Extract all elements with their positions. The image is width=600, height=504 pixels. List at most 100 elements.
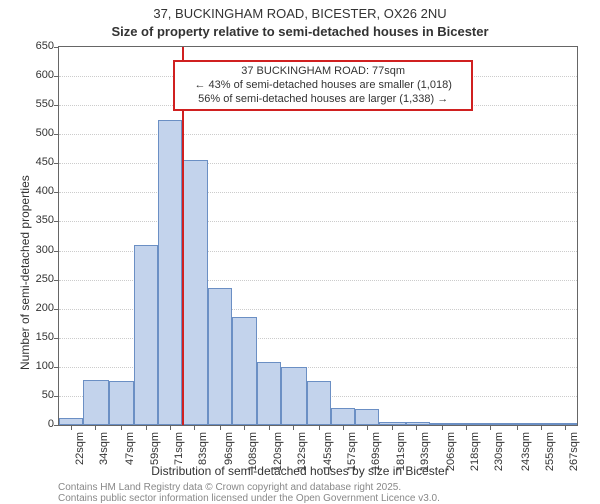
y-tick-label: 450 xyxy=(14,156,54,168)
plot-area: 37 BUCKINGHAM ROAD: 77sqm ← 43% of semi-… xyxy=(58,46,578,426)
x-tick-label: 243sqm xyxy=(520,432,532,482)
y-tick-label: 400 xyxy=(14,185,54,197)
histogram-bar xyxy=(406,422,430,425)
y-tick xyxy=(54,76,59,77)
y-tick-label: 550 xyxy=(14,98,54,110)
histogram-bar xyxy=(379,422,405,425)
histogram-bar xyxy=(59,418,83,425)
x-tick-label: 108sqm xyxy=(247,432,259,482)
histogram-bar xyxy=(478,423,504,425)
y-tick-label: 350 xyxy=(14,214,54,226)
y-tick xyxy=(54,280,59,281)
x-tick xyxy=(170,425,171,430)
y-tick-label: 300 xyxy=(14,244,54,256)
histogram-bar xyxy=(355,409,379,425)
x-tick xyxy=(194,425,195,430)
histogram-bar xyxy=(281,367,307,425)
y-tick-label: 500 xyxy=(14,127,54,139)
footer-line1: Contains HM Land Registry data © Crown c… xyxy=(58,482,401,493)
y-tick xyxy=(54,192,59,193)
x-tick xyxy=(490,425,491,430)
histogram-bar xyxy=(158,120,182,425)
histogram-bar xyxy=(134,245,158,425)
x-tick xyxy=(269,425,270,430)
x-tick-label: 218sqm xyxy=(469,432,481,482)
y-tick-label: 150 xyxy=(14,331,54,343)
x-tick xyxy=(95,425,96,430)
x-tick xyxy=(392,425,393,430)
histogram-chart: 37, BUCKINGHAM ROAD, BICESTER, OX26 2NU … xyxy=(0,0,600,500)
gridline xyxy=(59,134,577,135)
chart-title-main: 37, BUCKINGHAM ROAD, BICESTER, OX26 2NU xyxy=(0,6,600,21)
y-tick-label: 600 xyxy=(14,69,54,81)
histogram-bar xyxy=(208,288,232,425)
x-tick-label: 71sqm xyxy=(173,432,185,482)
x-tick xyxy=(146,425,147,430)
annotation-line2: ← 43% of semi-detached houses are smalle… xyxy=(181,79,465,93)
x-tick xyxy=(319,425,320,430)
histogram-bar xyxy=(109,381,133,425)
x-tick-label: 267sqm xyxy=(568,432,580,482)
y-tick xyxy=(54,221,59,222)
x-tick-label: 34sqm xyxy=(98,432,110,482)
x-tick-label: 181sqm xyxy=(395,432,407,482)
histogram-bar xyxy=(182,160,208,425)
histogram-bar xyxy=(307,381,331,425)
x-tick-label: 145sqm xyxy=(322,432,334,482)
x-tick xyxy=(517,425,518,430)
x-tick xyxy=(416,425,417,430)
x-tick-label: 120sqm xyxy=(272,432,284,482)
x-tick-label: 230sqm xyxy=(493,432,505,482)
annotation-box: 37 BUCKINGHAM ROAD: 77sqm ← 43% of semi-… xyxy=(173,60,473,111)
y-tick xyxy=(54,309,59,310)
x-tick-label: 157sqm xyxy=(346,432,358,482)
y-tick xyxy=(54,338,59,339)
x-tick-label: 255sqm xyxy=(544,432,556,482)
x-tick xyxy=(343,425,344,430)
x-tick-label: 96sqm xyxy=(223,432,235,482)
y-tick xyxy=(54,251,59,252)
footer-line2: Contains public sector information licen… xyxy=(58,493,440,504)
annotation-line3: 56% of semi-detached houses are larger (… xyxy=(181,93,465,107)
x-tick-label: 83sqm xyxy=(197,432,209,482)
x-tick xyxy=(220,425,221,430)
gridline xyxy=(59,221,577,222)
chart-title-sub: Size of property relative to semi-detach… xyxy=(0,24,600,39)
x-tick-label: 22sqm xyxy=(74,432,86,482)
x-tick xyxy=(71,425,72,430)
y-tick xyxy=(54,163,59,164)
x-tick-label: 206sqm xyxy=(445,432,457,482)
histogram-bar xyxy=(331,408,355,425)
x-tick xyxy=(442,425,443,430)
y-tick xyxy=(54,367,59,368)
x-tick xyxy=(244,425,245,430)
annotation-line1: 37 BUCKINGHAM ROAD: 77sqm xyxy=(181,65,465,79)
y-tick-label: 0 xyxy=(14,418,54,430)
gridline xyxy=(59,163,577,164)
x-tick-label: 59sqm xyxy=(149,432,161,482)
x-tick xyxy=(121,425,122,430)
y-tick-label: 50 xyxy=(14,389,54,401)
x-tick-label: 169sqm xyxy=(370,432,382,482)
x-tick-label: 132sqm xyxy=(296,432,308,482)
y-tick xyxy=(54,425,59,426)
x-tick-label: 193sqm xyxy=(419,432,431,482)
y-tick-label: 100 xyxy=(14,360,54,372)
x-tick xyxy=(565,425,566,430)
histogram-bar xyxy=(232,317,256,425)
y-tick-label: 250 xyxy=(14,273,54,285)
y-tick xyxy=(54,105,59,106)
x-tick xyxy=(293,425,294,430)
histogram-bar xyxy=(83,380,109,425)
y-tick xyxy=(54,47,59,48)
y-tick-label: 200 xyxy=(14,302,54,314)
y-tick-label: 650 xyxy=(14,40,54,52)
y-tick xyxy=(54,396,59,397)
histogram-bar xyxy=(257,362,281,425)
x-tick xyxy=(541,425,542,430)
gridline xyxy=(59,192,577,193)
x-tick-label: 47sqm xyxy=(124,432,136,482)
x-tick xyxy=(367,425,368,430)
y-tick xyxy=(54,134,59,135)
x-tick xyxy=(466,425,467,430)
